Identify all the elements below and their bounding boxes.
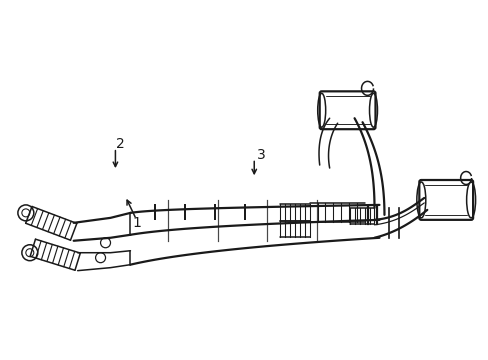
Text: 3: 3 <box>257 148 265 162</box>
Text: 1: 1 <box>133 216 142 230</box>
Text: 2: 2 <box>116 137 124 151</box>
